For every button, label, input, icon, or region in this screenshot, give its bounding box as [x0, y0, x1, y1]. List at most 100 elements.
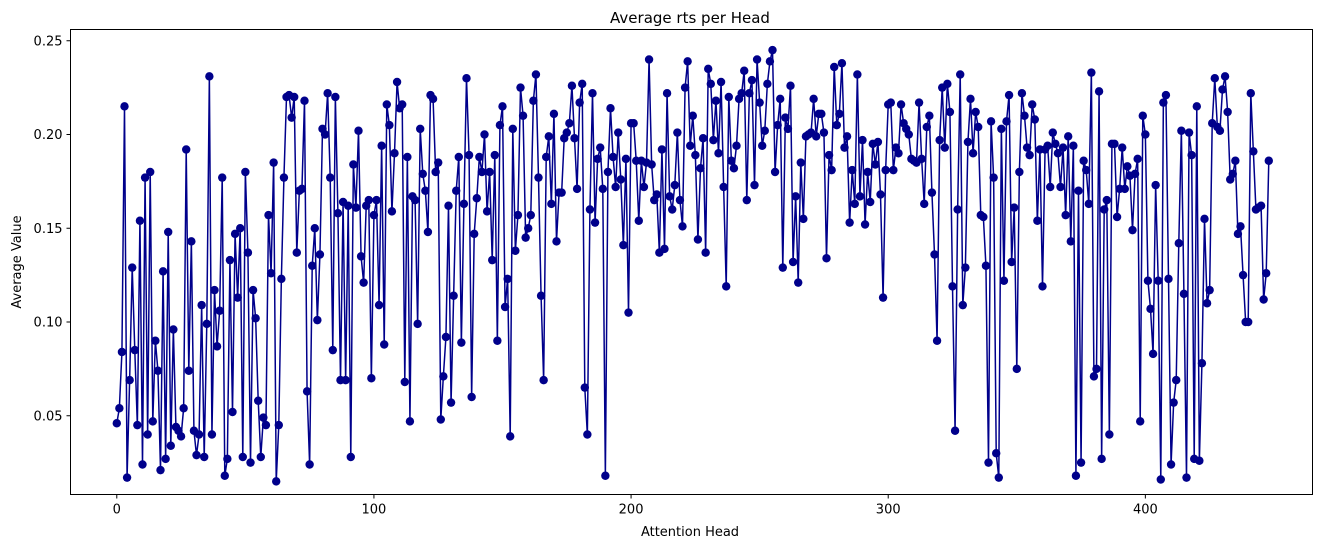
data-point — [953, 205, 962, 214]
data-point — [228, 407, 237, 417]
data-point — [418, 169, 427, 179]
data-point — [266, 269, 276, 278]
data-point — [344, 201, 353, 210]
x-tick-label: 0 — [113, 503, 121, 518]
data-point — [387, 207, 397, 216]
data-point — [747, 75, 757, 85]
data-point — [943, 79, 952, 89]
data-point — [230, 229, 240, 239]
x-tick-label: 100 — [362, 503, 387, 518]
data-point — [896, 100, 906, 109]
data-point — [349, 160, 358, 169]
plot-area — [112, 45, 1273, 486]
data-point — [464, 150, 474, 160]
data-point — [783, 124, 793, 134]
data-point — [176, 432, 186, 441]
y-tick-label: 0.10 — [34, 316, 63, 331]
data-point — [197, 300, 206, 310]
data-point — [827, 165, 836, 175]
data-point — [724, 92, 733, 102]
data-point — [140, 173, 150, 182]
data-point — [567, 81, 577, 90]
data-point — [611, 182, 620, 192]
data-point — [153, 366, 163, 375]
data-point — [158, 267, 168, 276]
data-point — [246, 458, 255, 467]
data-point — [1177, 126, 1186, 135]
data-point — [264, 210, 273, 220]
data-point — [578, 79, 587, 89]
data-point — [143, 430, 152, 439]
data-point — [601, 471, 610, 480]
data-point — [120, 102, 129, 111]
data-point — [904, 130, 913, 139]
data-point — [1048, 128, 1057, 137]
data-point — [135, 216, 145, 225]
data-point — [853, 70, 862, 79]
data-point — [1256, 201, 1266, 210]
data-point — [534, 173, 543, 182]
data-point — [1143, 276, 1153, 285]
data-point — [763, 79, 772, 89]
data-point — [516, 83, 525, 92]
data-point — [894, 149, 903, 158]
data-point — [1179, 289, 1189, 299]
data-point — [210, 285, 219, 295]
data-point — [647, 160, 656, 169]
data-point — [457, 338, 466, 347]
data-point — [966, 94, 975, 104]
data-point — [192, 450, 201, 460]
data-point — [1028, 100, 1037, 109]
data-point — [788, 257, 798, 267]
data-point — [796, 158, 805, 167]
data-point — [593, 154, 602, 164]
data-point — [876, 190, 885, 199]
data-point — [1051, 139, 1060, 149]
data-point — [603, 167, 613, 177]
data-point — [858, 135, 867, 145]
data-point — [356, 252, 366, 261]
data-point — [156, 465, 165, 475]
data-point — [1200, 214, 1209, 224]
data-point — [503, 274, 512, 284]
data-point — [616, 175, 625, 184]
data-point — [542, 152, 551, 162]
data-point — [644, 55, 654, 64]
data-point — [439, 372, 448, 381]
data-point — [1020, 111, 1029, 120]
data-point — [490, 150, 499, 160]
data-point — [752, 55, 762, 64]
data-point — [722, 282, 731, 291]
data-point — [1141, 130, 1150, 139]
data-point — [220, 471, 229, 480]
data-point — [1220, 72, 1230, 81]
data-point — [678, 222, 687, 231]
data-point — [369, 210, 379, 220]
data-point — [729, 164, 739, 173]
data-point — [1202, 299, 1212, 308]
data-point — [254, 396, 263, 405]
data-point — [1105, 430, 1114, 439]
data-point — [1238, 270, 1248, 280]
data-point — [873, 137, 883, 147]
data-point — [364, 195, 373, 205]
data-point — [518, 111, 528, 120]
data-point — [732, 141, 741, 150]
data-point — [269, 158, 278, 167]
data-point — [179, 404, 188, 413]
data-point — [848, 165, 857, 175]
data-point — [914, 98, 924, 107]
data-point — [1133, 154, 1142, 164]
data-point — [400, 377, 409, 387]
data-point — [696, 164, 705, 173]
data-point — [1218, 85, 1227, 94]
data-point — [187, 237, 196, 246]
data-point — [940, 143, 949, 152]
x-tick-label: 200 — [619, 503, 644, 518]
data-point — [1169, 398, 1178, 407]
data-point — [634, 216, 643, 225]
data-point — [115, 404, 124, 413]
data-point — [719, 182, 728, 192]
data-point — [423, 227, 433, 237]
